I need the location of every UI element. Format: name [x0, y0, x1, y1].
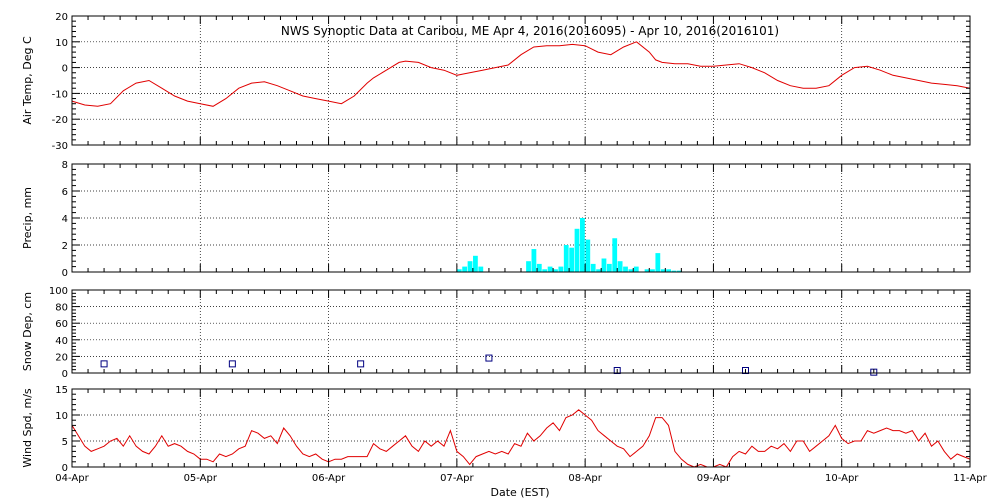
panel-4-series-line — [71, 409, 971, 468]
x-tick-label: 10-Apr — [825, 473, 859, 484]
panel-4-ytick-label: 0 — [62, 463, 68, 474]
panel-2-ytick-label: 4 — [62, 214, 68, 225]
panel-2-bar — [580, 218, 585, 272]
panel-2-bar — [601, 258, 607, 272]
x-tick-label: 07-Apr — [440, 473, 474, 484]
panel-2-bar — [526, 261, 531, 272]
x-tick-label: 08-Apr — [568, 473, 602, 484]
chart-title: NWS Synoptic Data at Caribou, ME Apr 4, … — [281, 24, 779, 38]
panel-3-ylabel: Snow Dep, cm — [21, 292, 34, 371]
panel-3-ytick-label: 40 — [55, 336, 68, 347]
panel-3-ytick-label: 20 — [55, 352, 68, 363]
panel-1-ytick-label: 20 — [55, 12, 68, 23]
x-tick-label: 11-Apr — [953, 473, 987, 484]
panel-2-ytick-label: 2 — [62, 241, 68, 252]
panel-2-bar — [563, 245, 569, 272]
panel-2-bar — [473, 255, 478, 272]
panel-4-ytick-label: 10 — [55, 411, 68, 422]
panel-3-ytick-label: 100 — [49, 286, 68, 297]
panel-2-bar — [462, 266, 468, 272]
panel-3-ytick-label: 60 — [55, 319, 68, 330]
panel-2-bar — [536, 263, 542, 272]
panel-4-ytick-label: 5 — [62, 437, 68, 448]
panel-2-bar — [467, 261, 473, 272]
panel-1-ytick-label: 0 — [62, 64, 68, 75]
panel-3-point — [742, 367, 749, 375]
panel-1-ylabel: Air Temp, Deg C — [21, 36, 34, 125]
panel-2-bar — [606, 263, 612, 272]
panel-3-ytick-label: 0 — [62, 369, 68, 380]
panel-4-frame — [71, 388, 971, 468]
panel-2-bar — [612, 238, 618, 272]
panel-2-ytick-label: 6 — [62, 187, 68, 198]
panel-1-series-line — [71, 41, 971, 107]
panel-2-bar — [596, 269, 601, 272]
panel-2-bar — [660, 269, 666, 272]
panel-2-bar — [671, 270, 677, 272]
x-tick-label: 04-Apr — [55, 473, 89, 484]
panel-2-bar — [456, 269, 462, 272]
panel-2-bar — [547, 266, 553, 272]
panel-2-bar — [585, 239, 591, 272]
panel-2-bar — [553, 269, 558, 272]
panel-1-ytick-label: -20 — [52, 115, 68, 126]
x-axis-label: Date (EST) — [490, 486, 549, 499]
panel-4-ytick-label: 15 — [55, 385, 68, 396]
panel-2-bar — [650, 269, 655, 272]
panel-2-bar — [623, 266, 628, 272]
panel-2-ytick-label: 0 — [62, 268, 68, 279]
panel-2-frame — [71, 163, 971, 273]
panel-2-bar — [633, 266, 639, 272]
panel-2-bar — [558, 266, 564, 272]
panel-2-bar — [478, 266, 484, 272]
x-tick-label: 09-Apr — [697, 473, 731, 484]
panel-3-frame — [71, 289, 971, 374]
panel-2-ylabel: Precip, mm — [21, 187, 34, 249]
panel-2-bar — [531, 249, 537, 272]
panel-2-bar — [666, 269, 672, 272]
panel-3-point — [228, 360, 236, 368]
panel-2-bar — [628, 269, 634, 272]
panel-2-bar — [676, 270, 682, 272]
x-tick-label: 06-Apr — [312, 473, 346, 484]
panel-2-bar — [574, 228, 580, 272]
panel-4-ylabel: Wind Spd, m/s — [21, 388, 34, 468]
panel-1-ytick-label: -30 — [52, 141, 68, 152]
panel-3-ytick-label: 80 — [55, 303, 68, 314]
panel-2-bar — [655, 253, 661, 272]
panel-3-point — [485, 354, 493, 362]
panel-3-point — [357, 360, 365, 368]
panel-2-bar — [542, 269, 548, 272]
panel-2-bar — [590, 263, 596, 272]
panel-1-ytick-label: 10 — [55, 38, 68, 49]
panel-2-bar — [644, 269, 650, 272]
panel-2-bar — [569, 247, 575, 272]
panel-2-ytick-label: 8 — [62, 160, 68, 171]
x-tick-label: 05-Apr — [184, 473, 218, 484]
panel-2-bar — [617, 261, 623, 272]
panel-1-ytick-label: -10 — [52, 89, 68, 100]
panel-3-point — [100, 360, 108, 368]
panel-3-point — [613, 367, 621, 375]
